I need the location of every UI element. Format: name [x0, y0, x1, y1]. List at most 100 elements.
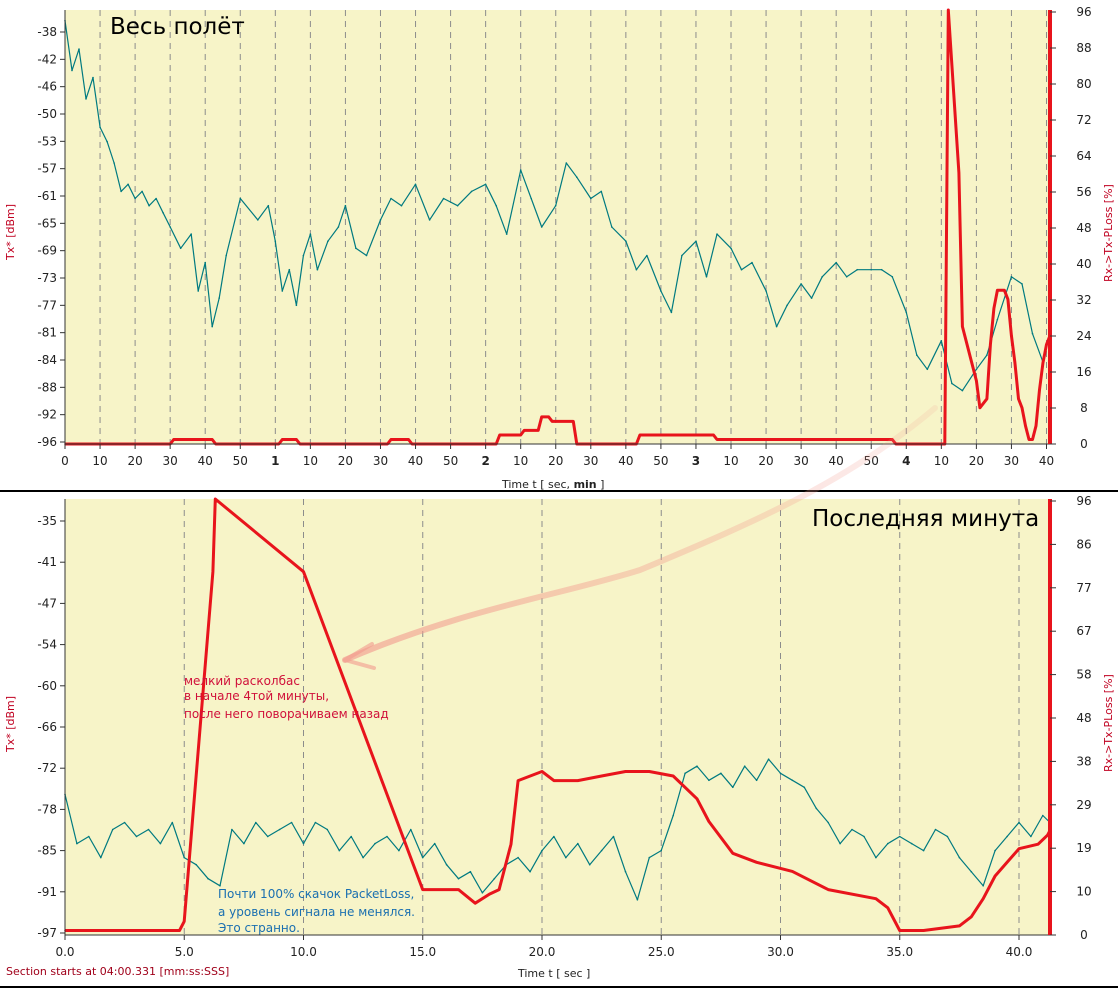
y-left-tick-label: -57 [37, 162, 57, 176]
ploss-point [672, 775, 674, 777]
tx-point [374, 842, 376, 845]
tx-point [337, 226, 340, 228]
x-tick-label: 50 [443, 454, 458, 468]
tx-point [530, 197, 532, 200]
ploss-point [551, 420, 553, 423]
x-tick-label: 0 [61, 454, 69, 468]
ploss-point [961, 325, 964, 328]
tx-point [218, 297, 220, 299]
tx-point [519, 169, 522, 171]
tx-point [390, 197, 392, 200]
tx-point [946, 835, 949, 838]
ploss-point [716, 438, 718, 441]
tx-point [887, 842, 889, 845]
x-tick-label: 25.0 [648, 945, 675, 959]
annotation-arrow [342, 405, 938, 670]
y-left-tick-label: -91 [37, 885, 57, 899]
tx-point [505, 233, 508, 235]
tx-point [267, 204, 270, 207]
ploss-point [947, 9, 950, 11]
tx-point [755, 779, 758, 782]
tx-point [71, 69, 73, 72]
top-x-label: Time t [ sec, min ] [501, 478, 604, 491]
tx-point [338, 849, 341, 852]
blue-annotation: Почти 100% скачок PacketLoss, а уровень … [218, 887, 415, 935]
tx-point [975, 368, 978, 371]
ploss-point [993, 307, 995, 310]
top-y-right-label: Rx->Tx-PLoss [%] [1102, 184, 1115, 282]
tx-point [670, 311, 673, 314]
tx-point [994, 849, 996, 852]
tx-point [141, 190, 143, 193]
y-right-tick-label: 24 [1076, 329, 1091, 343]
ploss-point [214, 498, 217, 500]
tx-point [147, 828, 150, 831]
tx-point [905, 311, 908, 314]
y-right-tick-label: 48 [1076, 221, 1091, 235]
ploss-point [827, 888, 829, 891]
tx-point [986, 354, 988, 356]
tx-point [255, 821, 257, 824]
tx-point [958, 856, 961, 859]
tx-point [810, 297, 813, 299]
ploss-point [474, 902, 477, 904]
bottom-right-ticks: 96 86 77 67 58 48 38 29 19 10 0 [1050, 494, 1092, 942]
x-tick-label: 1 [271, 454, 279, 468]
ploss-point [994, 875, 996, 877]
tx-point [765, 290, 767, 292]
tx-point [684, 772, 686, 775]
bottom-x-label: Time t [ sec ] [517, 967, 590, 980]
y-right-tick-label: 58 [1076, 668, 1091, 682]
tx-point [926, 368, 929, 371]
tx-point [751, 261, 753, 264]
tx-point [442, 197, 445, 200]
tx-point [493, 877, 496, 880]
x-tick-label: 40 [618, 454, 633, 468]
tx-point [1031, 332, 1034, 335]
tx-point [554, 204, 557, 207]
tx-point [863, 835, 865, 838]
tx-point [767, 758, 770, 760]
tx-point [266, 835, 269, 838]
tx-point [316, 268, 319, 271]
tx-point [695, 240, 697, 242]
y-left-tick-label: -85 [37, 844, 57, 858]
y-left-tick-label: -50 [37, 107, 57, 121]
tx-point [827, 821, 829, 824]
tx-point [302, 254, 305, 257]
ploss-point [791, 870, 794, 873]
ploss-point [1021, 407, 1023, 409]
y-right-tick-label: 64 [1076, 149, 1091, 163]
tx-point [779, 772, 782, 775]
tx-point [290, 821, 293, 824]
ploss-point [600, 775, 603, 777]
red-note-line-2: в начале 4той минуты, [184, 689, 329, 703]
tx-point [379, 219, 382, 221]
tx-point [428, 219, 431, 221]
y-right-tick-label: 67 [1076, 624, 1091, 638]
ploss-point [212, 570, 214, 573]
tx-point [190, 233, 192, 235]
x-tick-label: 10 [723, 454, 738, 468]
tx-point [162, 212, 164, 214]
tx-point [257, 219, 259, 221]
ploss-point [1042, 361, 1044, 364]
x-tick-label: 30.0 [767, 945, 794, 959]
tx-point [365, 254, 368, 257]
ploss-point [457, 888, 460, 891]
tx-point [1010, 276, 1013, 278]
y-right-tick-label: 77 [1076, 581, 1091, 595]
y-left-tick-label: -60 [37, 679, 57, 693]
y-left-tick-label: -65 [37, 216, 57, 230]
y-left-tick-label: -69 [37, 244, 57, 258]
tx-point [211, 325, 213, 328]
x-tick-label: 30 [793, 454, 808, 468]
top-x-ticks: 0 10 20 30 40 50 1 10 20 30 40 50 2 10 20 30 40 50 3 10 20 30… [61, 444, 1054, 468]
tx-point [576, 176, 578, 178]
tx-point [541, 849, 543, 852]
tx-point [410, 828, 412, 831]
tx-point [870, 268, 872, 271]
ploss-point [958, 925, 961, 927]
y-right-tick-label: 0 [1080, 437, 1088, 451]
